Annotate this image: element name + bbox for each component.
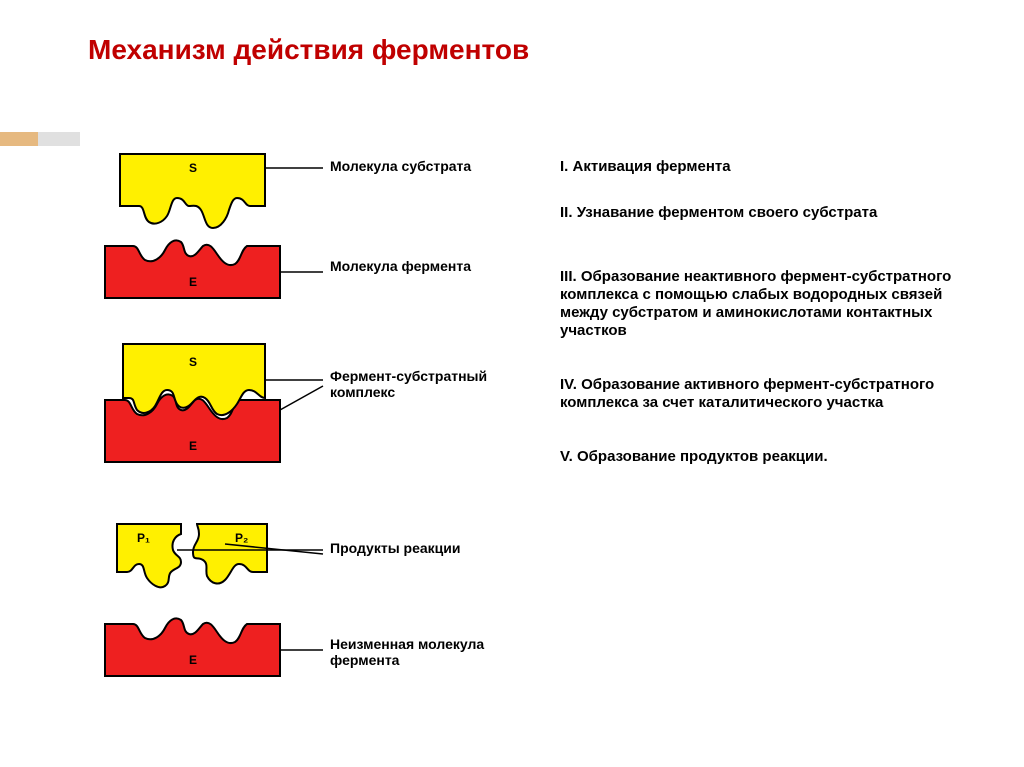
p1-letter: P₁: [137, 531, 150, 545]
complex-s-letter: S: [189, 355, 197, 369]
step-4: IV. Образование активного фермент-субстр…: [560, 376, 980, 412]
step-5: V. Образование продуктов реакции.: [560, 448, 980, 466]
enzyme-unchanged-letter: E: [189, 653, 197, 667]
panel-2: S E: [105, 344, 323, 462]
label-enzyme: Молекула фермента: [330, 258, 480, 274]
label-complex: Фермент-субстратный комплекс: [330, 368, 510, 400]
enzyme-unchanged: [105, 618, 280, 676]
label-enzyme-unchanged: Неизменная молекула фермента: [330, 636, 490, 668]
panel-1: S E: [105, 154, 323, 298]
panel-3: P₁ P₂ E: [105, 524, 323, 676]
product-2: [193, 524, 267, 583]
accent-bar-1: [0, 132, 38, 146]
step-1: I. Активация фермента: [560, 158, 980, 176]
label-products: Продукты реакции: [330, 540, 480, 556]
step-3: III. Образование неактивного фермент-суб…: [560, 268, 980, 340]
label-substrate: Молекула субстрата: [330, 158, 480, 174]
page-title: Механизм действия ферментов: [88, 34, 529, 66]
step-2: II. Узнавание ферментом своего субстрата: [560, 204, 980, 222]
accent-bar-2: [38, 132, 80, 146]
steps-list: I. Активация фермента II. Узнавание ферм…: [560, 150, 980, 484]
substrate-letter: S: [189, 161, 197, 175]
complex-e-letter: E: [189, 439, 197, 453]
enzyme-letter: E: [189, 275, 197, 289]
accent-bars: [0, 132, 80, 146]
enzyme-shape: [105, 240, 280, 298]
p2-letter: P₂: [235, 531, 248, 545]
